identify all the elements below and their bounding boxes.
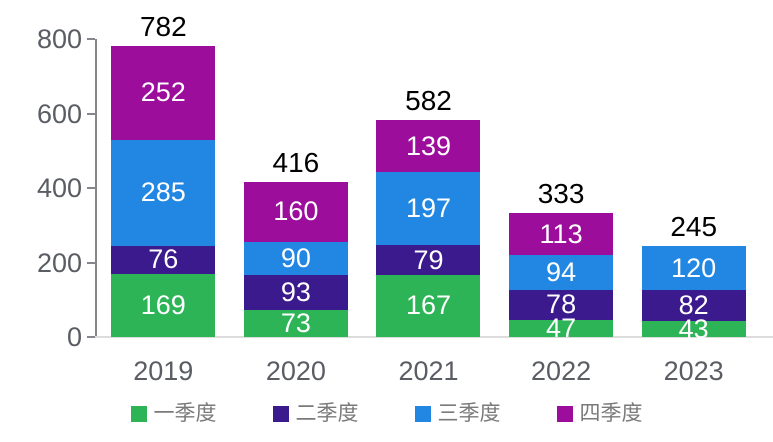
legend-swatch: [272, 406, 289, 422]
bar-segment: 113: [509, 213, 614, 256]
legend-label: 三季度: [437, 402, 501, 425]
bar-segment: 93: [243, 275, 348, 310]
x-axis-label: 2023: [663, 356, 724, 386]
bar-segment: 82: [641, 290, 746, 321]
stacked-bar: 333 113 94 78 47: [509, 180, 614, 341]
bar-segment: 160: [243, 182, 348, 242]
y-tick-mark: [87, 261, 95, 264]
bar-total-label: 333: [537, 178, 585, 210]
bar-total-label: 245: [670, 210, 718, 242]
stacked-bar: 582 139 197 79 167: [376, 87, 481, 337]
stacked-bar: 245 120 82 43: [641, 212, 746, 342]
bar-segment: 78: [509, 290, 614, 320]
bar-group: 416 160 90 93 73: [230, 39, 363, 337]
legend-item: 三季度: [414, 402, 501, 426]
y-tick-mark: [87, 38, 95, 40]
bar-segment: 79: [376, 245, 481, 275]
legend-item: 一季度: [130, 402, 217, 426]
bar-segment: 197: [376, 172, 481, 246]
bar-group: 245 120 82 43: [627, 39, 760, 342]
bar-segment: 73: [243, 309, 348, 337]
bar-total-label: 416: [272, 147, 320, 179]
y-tick-mark: [87, 187, 95, 189]
y-tick-mark: [87, 112, 95, 115]
bar-segment: 252: [111, 45, 216, 140]
bar-segment: 94: [509, 255, 614, 291]
bar-segment: 47: [509, 315, 614, 341]
bar-segment: 169: [111, 274, 216, 337]
bar-group: 582 139 197 79 167: [362, 39, 495, 337]
y-tick-label: 800: [36, 24, 82, 54]
bar-segment: 285: [111, 139, 216, 246]
legend: 一季度 二季度 三季度 四季度: [0, 402, 773, 426]
y-axis-line: [95, 39, 97, 337]
bar-segment: 139: [376, 120, 481, 172]
y-tick-label: 200: [36, 247, 82, 278]
plot-bars: 782 252 285 76 169 416 160 90 93 73 582 139 197 79 167…: [97, 12, 760, 342]
bar-total-label: 782: [139, 10, 187, 42]
bar-group: 333 113 94 78 47: [495, 39, 628, 341]
legend-label: 四季度: [579, 402, 643, 425]
y-tick-label: 600: [36, 98, 82, 129]
x-axis-label: 2022: [531, 356, 592, 386]
bar-group: 782 252 285 76 169: [97, 12, 230, 337]
plot-area: 782 252 285 76 169 416 160 90 93 73 582 139 197 79 167…: [97, 12, 760, 342]
x-axis-labels: 2019 2020 2021 2022 2023: [97, 356, 760, 386]
legend-swatch: [130, 406, 147, 422]
legend-item: 二季度: [272, 402, 359, 426]
x-axis-label: 2019: [133, 356, 194, 386]
legend-label: 二季度: [295, 402, 359, 425]
legend-item: 四季度: [556, 402, 643, 426]
legend-label: 一季度: [153, 402, 217, 425]
x-axis-line: [95, 336, 773, 338]
bar-segment: 167: [376, 274, 481, 337]
bar-segment: 43: [641, 315, 746, 342]
legend-swatch: [556, 406, 573, 422]
legend-swatch: [414, 406, 431, 422]
bar-segment: 76: [111, 246, 216, 275]
stacked-bar: 782 252 285 76 169: [111, 12, 216, 337]
y-tick-mark: [87, 336, 95, 338]
x-axis-label: 2021: [398, 356, 459, 386]
x-axis-label: 2020: [265, 356, 326, 386]
bar-segment: 120: [641, 245, 746, 291]
y-tick-label: 0: [66, 322, 82, 352]
y-tick-label: 400: [36, 173, 82, 203]
bar-total-label: 582: [405, 85, 452, 117]
stacked-bar: 416 160 90 93 73: [243, 149, 348, 337]
bar-segment: 90: [243, 241, 348, 276]
